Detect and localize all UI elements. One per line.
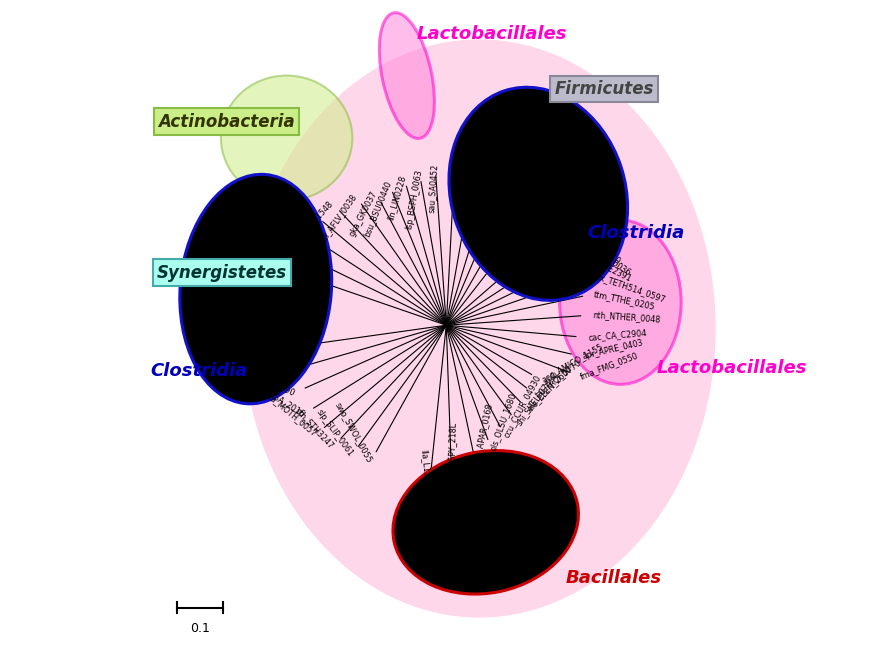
- Text: Clostridia: Clostridia: [151, 362, 248, 380]
- Ellipse shape: [243, 39, 716, 618]
- Text: lme_LEUM_1612: lme_LEUM_1612: [260, 211, 317, 260]
- Text: mta_MOTH_0057: mta_MOTH_0057: [260, 388, 318, 438]
- Text: aar_ACEAR_0059: aar_ACEAR_0059: [222, 348, 290, 374]
- Text: apr_APRE_0403: apr_APRE_0403: [581, 338, 644, 361]
- Text: lsp_BSPH_0063: lsp_BSPH_0063: [404, 169, 424, 231]
- Text: swo_SWOL_0055: swo_SWOL_0055: [334, 401, 375, 464]
- Text: bbe_BBR47_00910: bbe_BBR47_00910: [525, 179, 571, 248]
- Text: Actinobacteria: Actinobacteria: [158, 112, 294, 131]
- Text: efa_EF0050: efa_EF0050: [258, 226, 302, 259]
- Text: bts_BTUS_0060: bts_BTUS_0060: [487, 174, 515, 236]
- Text: Lactobacillales: Lactobacillales: [657, 359, 807, 377]
- Text: lin_LIN0228: lin_LIN0228: [386, 173, 408, 221]
- Text: Bacillales: Bacillales: [566, 569, 662, 587]
- Ellipse shape: [560, 220, 681, 384]
- Text: aco_AMICO_1155: aco_AMICO_1155: [540, 342, 604, 384]
- Text: lla_L155040: lla_L155040: [419, 449, 432, 497]
- Text: hor_HORE_21690: hor_HORE_21690: [229, 361, 296, 397]
- Text: tai_TACI_0770: tai_TACI_0770: [533, 357, 583, 399]
- Text: esl_EXIG_0037: esl_EXIG_0037: [450, 164, 462, 223]
- Text: ttm_TTHE_0205: ttm_TTHE_0205: [593, 289, 657, 311]
- Text: pld_PJDR2_0029: pld_PJDR2_0029: [505, 175, 539, 238]
- Ellipse shape: [180, 174, 331, 404]
- Text: sth_STH3247: sth_STH3247: [294, 405, 336, 450]
- Text: tte_TTE2391: tte_TTE2391: [585, 253, 633, 283]
- Ellipse shape: [221, 76, 353, 200]
- Text: anv_APAR_0168: anv_APAR_0168: [471, 402, 494, 466]
- Text: lpl_LP_0459: lpl_LP_0459: [229, 262, 276, 286]
- Text: toc_TOCE_0036: toc_TOCE_0036: [576, 236, 633, 277]
- Text: ooe_OEOE_1548: ooe_OEOE_1548: [284, 199, 335, 254]
- Text: ols_OLSU_1680: ols_OLSU_1680: [487, 392, 517, 452]
- Text: fma_FMG_0550: fma_FMG_0550: [579, 350, 640, 381]
- Text: nth_NTHER_0048: nth_NTHER_0048: [592, 311, 661, 325]
- Ellipse shape: [393, 451, 579, 594]
- Ellipse shape: [379, 12, 434, 139]
- Text: ppe_PEPE_0270: ppe_PEPE_0270: [229, 243, 289, 279]
- Text: 0.1: 0.1: [190, 622, 210, 635]
- Text: has_HALSA_2016: has_HALSA_2016: [243, 374, 306, 418]
- Text: tex_TETH514_0597: tex_TETH514_0597: [592, 271, 667, 304]
- Text: amt_AMET_4610: amt_AMET_4610: [566, 215, 622, 265]
- Text: afl_AFLV_0038: afl_AFLV_0038: [318, 192, 359, 244]
- Text: csc_CSAC_0337: csc_CSAC_0337: [215, 336, 279, 353]
- Text: gka_GK0037: gka_GK0037: [348, 190, 379, 238]
- Text: cac_CA_C2904: cac_CA_C2904: [587, 328, 647, 342]
- Text: ccu_CCUR_04930: ccu_CCUR_04930: [501, 373, 542, 440]
- Text: slp_SLIP_0061: slp_SLIP_0061: [315, 408, 355, 459]
- Text: Synergistetes: Synergistetes: [157, 263, 287, 282]
- Text: Lactobacillales: Lactobacillales: [417, 25, 568, 43]
- Text: aac_AACI_0118: aac_AACI_0118: [547, 189, 592, 243]
- Text: bsu_BSU00440: bsu_BSU00440: [361, 180, 392, 238]
- Text: ele_ELEN_2656: ele_ELEN_2656: [525, 363, 574, 413]
- Text: pkd_EXIG_0037: pkd_EXIG_0037: [470, 169, 489, 232]
- Text: spy_SPY_218L: spy_SPY_218L: [447, 422, 458, 478]
- Text: Clostridia: Clostridia: [587, 224, 685, 242]
- Ellipse shape: [449, 87, 627, 300]
- Text: shi_SHEL_07490: shi_SHEL_07490: [515, 369, 560, 427]
- Text: sau_SA0452: sau_SA0452: [427, 164, 439, 214]
- Text: Firmicutes: Firmicutes: [555, 79, 654, 98]
